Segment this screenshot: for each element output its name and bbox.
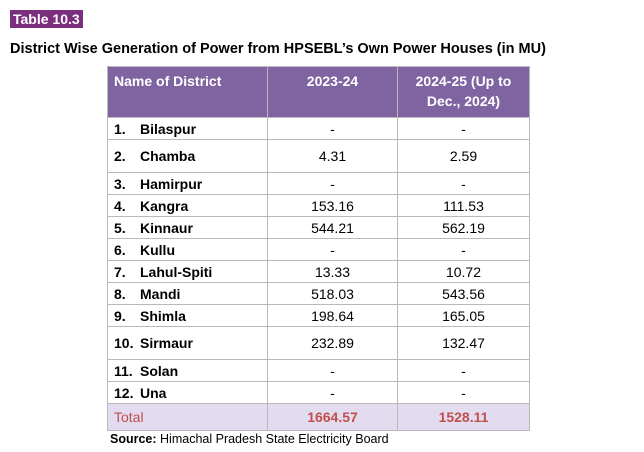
district-name: Shimla	[140, 307, 186, 324]
row-number: 6.	[114, 241, 126, 258]
table-row: 10. Sirmaur 232.89 132.47	[107, 326, 530, 360]
value-2024-25: -	[397, 238, 530, 261]
district-name: Mandi	[140, 285, 181, 302]
source-note: Source: Himachal Pradesh State Electrici…	[110, 432, 389, 446]
district-cell: 11. Solan	[107, 359, 268, 382]
row-number: 10.	[114, 335, 134, 351]
header-row: Name of District 2023-24 2024-25 (Up to …	[107, 66, 530, 118]
column-header-2024-25: 2024-25 (Up to Dec., 2024)	[397, 66, 530, 118]
value-2024-25: 562.19	[397, 216, 530, 239]
value-2024-25: 2.59	[397, 139, 530, 173]
district-cell: 4. Kangra	[107, 194, 268, 217]
table-number-tag: Table 10.3	[10, 10, 83, 28]
table-row: 4. Kangra 153.16 111.53	[107, 194, 530, 217]
value-2024-25: 111.53	[397, 194, 530, 217]
value-2023-24: -	[267, 359, 398, 382]
table-row: 7. Lahul-Spiti 13.33 10.72	[107, 260, 530, 283]
district-name: Hamirpur	[140, 175, 203, 192]
table-row: 5. Kinnaur 544.21 562.19	[107, 216, 530, 239]
value-2024-25: 543.56	[397, 282, 530, 305]
table-row: 1. Bilaspur - -	[107, 117, 530, 140]
value-2023-24: -	[267, 238, 398, 261]
row-number: 4.	[114, 197, 126, 214]
column-header-district: Name of District	[107, 66, 268, 118]
row-number: 12.	[114, 384, 134, 401]
district-cell: 3. Hamirpur	[107, 172, 268, 195]
district-name: Chamba	[140, 148, 196, 164]
value-2023-24: -	[267, 172, 398, 195]
source-text: Himachal Pradesh State Electricity Board	[160, 432, 389, 446]
district-cell: 6. Kullu	[107, 238, 268, 261]
power-generation-table: Name of District 2023-24 2024-25 (Up to …	[107, 66, 530, 431]
total-label: Total	[107, 403, 268, 431]
column-header-2023-24: 2023-24	[267, 66, 398, 118]
row-number: 3.	[114, 175, 126, 192]
row-number: 5.	[114, 219, 126, 236]
district-cell: 1. Bilaspur	[107, 117, 268, 140]
district-cell: 10. Sirmaur	[107, 326, 268, 360]
row-number: 8.	[114, 285, 126, 302]
district-name: Una	[140, 384, 167, 401]
total-2024-25: 1528.11	[397, 403, 530, 431]
district-cell: 2. Chamba	[107, 139, 268, 173]
district-name: Kinnaur	[140, 219, 193, 236]
district-name: Sirmaur	[140, 335, 193, 351]
table-row: 8. Mandi 518.03 543.56	[107, 282, 530, 305]
value-2023-24: -	[267, 381, 398, 404]
value-2023-24: 518.03	[267, 282, 398, 305]
total-2023-24: 1664.57	[267, 403, 398, 431]
table-row: 9. Shimla 198.64 165.05	[107, 304, 530, 327]
district-name: Kullu	[140, 241, 175, 258]
table-row: 11. Solan - -	[107, 359, 530, 382]
value-2023-24: 232.89	[267, 326, 398, 360]
value-2024-25: -	[397, 381, 530, 404]
row-number: 1.	[114, 120, 126, 137]
total-row: Total 1664.57 1528.11	[107, 403, 530, 431]
row-number: 9.	[114, 307, 126, 324]
table-row: 3. Hamirpur - -	[107, 172, 530, 195]
value-2024-25: -	[397, 359, 530, 382]
value-2023-24: 153.16	[267, 194, 398, 217]
district-cell: 8. Mandi	[107, 282, 268, 305]
value-2024-25: -	[397, 172, 530, 195]
district-name: Lahul-Spiti	[140, 263, 213, 280]
table-row: 12. Una - -	[107, 381, 530, 404]
table-row: 2. Chamba 4.31 2.59	[107, 139, 530, 173]
value-2023-24: 544.21	[267, 216, 398, 239]
source-label: Source:	[110, 432, 157, 446]
value-2023-24: 4.31	[267, 139, 398, 173]
district-name: Kangra	[140, 197, 189, 214]
value-2024-25: 132.47	[397, 326, 530, 360]
value-2024-25: 165.05	[397, 304, 530, 327]
district-cell: 12. Una	[107, 381, 268, 404]
row-number: 2.	[114, 148, 126, 164]
district-cell: 9. Shimla	[107, 304, 268, 327]
table-title: District Wise Generation of Power from H…	[10, 41, 546, 57]
district-name: Solan	[140, 362, 179, 379]
row-number: 7.	[114, 263, 126, 280]
value-2024-25: 10.72	[397, 260, 530, 283]
district-name: Bilaspur	[140, 120, 197, 137]
district-cell: 7. Lahul-Spiti	[107, 260, 268, 283]
value-2023-24: 198.64	[267, 304, 398, 327]
value-2023-24: 13.33	[267, 260, 398, 283]
table-row: 6. Kullu - -	[107, 238, 530, 261]
value-2023-24: -	[267, 117, 398, 140]
value-2024-25: -	[397, 117, 530, 140]
row-number: 11.	[114, 362, 133, 379]
district-cell: 5. Kinnaur	[107, 216, 268, 239]
